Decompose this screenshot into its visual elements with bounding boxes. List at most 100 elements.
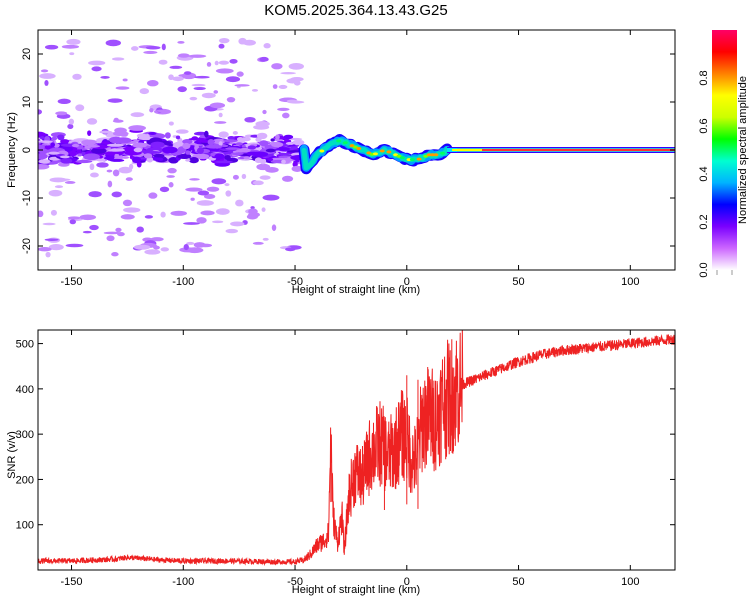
snr-ytick-label: 200 (16, 474, 34, 486)
spectrogram-noise-blob (115, 227, 122, 233)
snr-ytick-label: 100 (16, 520, 34, 532)
spectrogram-noise-blob (193, 131, 208, 136)
spectrogram-noise-blob (218, 60, 230, 65)
colorbar-tick-label: 0.2 (698, 214, 710, 229)
spectrogram-noise-blob (214, 121, 227, 124)
spectrogram-noise-blob (131, 46, 139, 51)
spectrogram-noise-blob (47, 151, 60, 155)
spectrogram-noise-blob (112, 169, 120, 177)
spectrogram-noise-blob (89, 163, 95, 171)
spectrogram-noise-blob (106, 143, 124, 147)
spectrogram-noise-blob (38, 159, 51, 164)
spectrogram-noise-blob (100, 75, 110, 79)
spectrogram-noise-blob (162, 146, 178, 154)
spectrogram-noise-blob (75, 159, 93, 164)
spectrogram-noise-blob (175, 135, 181, 140)
spectrogram-noise-blob (235, 142, 243, 146)
spectrogram-noise-blob (200, 210, 215, 216)
spectrogram-noise-blob (185, 158, 191, 162)
spectrogram-noise-blob (42, 222, 56, 226)
spectrogram-noise-blob (252, 180, 264, 186)
spectrogram-noise-blob (285, 141, 295, 145)
spectrogram-noise-blob (38, 109, 43, 115)
spectrogram-xtick-label: -50 (287, 276, 303, 288)
spectrogram-noise-blob (69, 52, 75, 56)
spectrogram-noise-blob (190, 197, 195, 201)
spectrogram-noise-blob (50, 209, 57, 216)
spectrogram-xtick-label: 100 (621, 276, 639, 288)
spectrogram-noise-blob (197, 190, 210, 196)
spectrogram-noise-blob (39, 136, 45, 140)
spectrogram-noise-blob (177, 41, 185, 44)
spectrogram-noise-blob (259, 56, 269, 62)
snr-xtick-label: 50 (512, 576, 524, 588)
snr-xtick-label: -100 (172, 576, 194, 588)
spectrogram-noise-blob (133, 244, 151, 250)
spectrogram-noise-blob (75, 104, 85, 112)
spectrogram-noise-blob (38, 138, 41, 142)
spectrogram-noise-blob (153, 245, 160, 250)
spectrogram-noise-blob (45, 251, 51, 258)
spectrogram-noise-blob (44, 80, 49, 86)
spectrogram-noise-blob (91, 147, 107, 154)
spectrogram-noise-blob (194, 75, 210, 79)
spectrogram-noise-blob (67, 216, 81, 220)
spectrogram-noise-blob (206, 62, 212, 67)
spectrogram-noise-blob (271, 224, 277, 231)
spectrogram-noise-blob (189, 96, 198, 101)
spectrogram-noise-blob (160, 211, 166, 218)
spectrogram-noise-blob (259, 175, 271, 180)
snr-ytick-label: 400 (16, 384, 34, 396)
snr-frame (37, 329, 676, 571)
spectrogram-noise-blob (167, 167, 177, 174)
spectrogram-noise-blob (172, 76, 184, 82)
spectrogram-trace-peak (356, 147, 362, 151)
spectrogram-noise-blob (185, 150, 191, 155)
spectrogram-noise-blob (186, 241, 195, 245)
spectrogram-ytick-label: -10 (21, 190, 33, 206)
spectrogram-noise-blob (89, 224, 99, 231)
spectrogram-noise-blob (99, 130, 113, 134)
spectrogram-noise-blob (242, 39, 256, 46)
spectrogram-noise-blob (168, 182, 174, 188)
spectrogram-noise-blob (204, 130, 209, 138)
spectrogram-trace-peak (372, 152, 378, 156)
snr-xtick-label: 100 (621, 576, 639, 588)
spectrogram-noise-blob (40, 69, 49, 73)
spectrogram-noise-blob (214, 60, 219, 66)
spectrogram-noise-blob (271, 142, 284, 148)
spectrogram-noise-blob (55, 111, 68, 116)
spectrogram-y-axis-label: Frequency (Hz) (6, 112, 18, 188)
spectrogram-noise-blob (175, 129, 189, 134)
spectrogram-noise-blob (145, 46, 161, 50)
spectrogram-y-ticks: -20 -10 0 10 20 (21, 48, 675, 254)
spectrogram-trace-peak (386, 150, 392, 154)
spectrogram-noise-blob (292, 139, 305, 146)
spectrogram-noise-blob (113, 117, 119, 123)
spectrogram-noise-blob (248, 208, 258, 215)
spectrogram-noise-blob (53, 178, 71, 182)
spectrogram-noise-blob (212, 220, 224, 224)
spectrogram-noise-blob (149, 108, 154, 113)
spectrogram-noise-blob (117, 231, 125, 237)
spectrogram-noise-blob (48, 189, 63, 197)
snr-x-ticks: -150 -100 -50 0 50 100 (61, 330, 639, 588)
spectrogram-noise-blob (260, 141, 266, 146)
spectrogram-noise-blob (44, 44, 59, 50)
spectrogram-noise-blob (246, 151, 261, 156)
spectrogram-noise-blob (114, 153, 120, 158)
spectrogram-noise-blob (235, 199, 244, 207)
spectrogram-xtick-label: -100 (172, 276, 194, 288)
spectrogram-noise-blob (38, 144, 45, 150)
colorbar-tick-label: 0.6 (698, 118, 710, 133)
spectrogram-xtick-label: -150 (61, 276, 83, 288)
colorbar: 0.0 0.2 0.4 0.6 0.8 Normalized spectral ampl… (698, 30, 749, 278)
spectrogram-trace-peak (399, 156, 405, 160)
spectrogram-noise-blob (286, 150, 303, 153)
spectrogram-noise-blob (109, 136, 123, 144)
colorbar-ticks: 0.0 0.2 0.4 0.6 0.8 (698, 70, 733, 278)
spectrogram-noise-blob (51, 136, 58, 141)
spectrogram-noise-blob (205, 144, 223, 149)
spectrogram-noise-blob (136, 133, 148, 138)
